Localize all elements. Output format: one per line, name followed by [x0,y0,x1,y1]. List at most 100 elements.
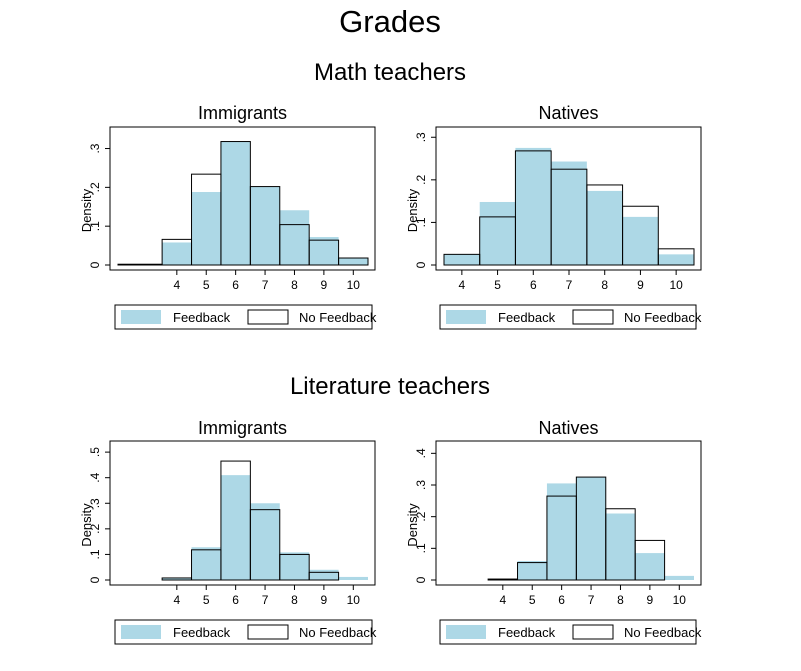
bar-feedback [515,147,552,265]
plot-border [109,126,376,271]
bar-feedback [309,237,339,265]
x-tick-label: 8 [601,278,608,292]
bar-feedback [191,192,221,265]
y-tick-label: .4 [414,448,428,458]
legend: Feedback No Feedback [114,619,377,645]
legend-label-no-feedback: No Feedback [299,310,377,325]
y-tick-label: 0 [414,261,428,268]
x-tick-label: 10 [673,593,687,607]
x-tick-label: 9 [637,278,644,292]
y-tick-label: .4 [88,472,102,482]
x-tick-label: 4 [173,278,180,292]
legend-label-feedback: Feedback [173,625,231,640]
panel-literature-natives: Natives 4 5 6 7 8 9 10 0 .1 .2 .3 .4 Density Feedback N… [405,418,702,645]
legend-swatch-feedback [446,625,486,639]
legend-label-no-feedback: No Feedback [624,625,702,640]
bar-feedback [309,569,339,580]
y-tick-label: .1 [88,221,102,231]
section-title-math: Math teachers [314,59,466,86]
y-tick-label: .5 [88,447,102,457]
bar-feedback [444,254,480,265]
x-tick-label: 6 [530,278,537,292]
bar-feedback [338,576,368,580]
legend-swatch-no-feedback [247,309,289,325]
legend-swatch-no-feedback [572,309,614,325]
panel-math-natives: Natives 4 5 6 7 8 9 10 0 .1 .2 .3 Density Feedback No … [405,103,702,330]
bar-feedback [586,190,623,265]
x-tick-label: 7 [588,593,595,607]
bar-feedback [658,254,694,265]
plot-border [435,440,702,586]
bar-feedback [605,513,636,580]
x-tick-label: 8 [291,593,298,607]
y-tick-label: .2 [88,524,102,534]
x-tick-label: 5 [529,593,536,607]
y-tick-label: .2 [414,511,428,521]
y-axis-label: Density [405,503,420,547]
legend-label-feedback: Feedback [498,625,556,640]
x-tick-label: 8 [291,278,298,292]
figure-title: Grades [339,4,441,39]
x-tick-label: 10 [347,278,361,292]
plot-border [109,440,376,586]
y-tick-label: .3 [88,498,102,508]
legend-swatch-feedback [121,625,161,639]
panel-title: Immigrants [198,103,287,123]
bar-no-feedback [117,263,163,266]
y-tick-label: .1 [88,549,102,559]
bar-feedback [546,483,577,580]
bar-feedback [338,258,368,265]
bar-feedback [191,547,221,580]
x-tick-label: 5 [203,278,210,292]
legend: Feedback No Feedback [439,304,702,330]
panel-literature-immigrants: Immigrants 4 5 6 7 8 9 10 0 .1 .2 .3 .4 .5 Density Feed… [79,418,377,645]
x-tick-label: 7 [262,593,269,607]
bar-no-feedback [249,509,281,581]
legend-label-feedback: Feedback [498,310,556,325]
x-tick-label: 9 [647,593,654,607]
y-tick-label: .3 [414,480,428,490]
legend-swatch-no-feedback [572,624,614,640]
bar-feedback [576,477,606,580]
panel-title: Natives [538,103,598,123]
x-tick-label: 6 [232,278,239,292]
bar-feedback [220,141,251,265]
bar-no-feedback [622,205,659,266]
bar-feedback [162,577,192,580]
bar-feedback [517,561,547,580]
bar-feedback [250,186,280,265]
x-tick-label: 6 [232,593,239,607]
x-tick-label: 4 [459,278,466,292]
bar-feedback [635,553,665,580]
bar-feedback [279,552,310,580]
legend-swatch-feedback [121,310,161,324]
y-tick-label: .1 [414,217,428,227]
bar-feedback [479,201,516,265]
x-tick-label: 8 [617,593,624,607]
x-tick-label: 10 [669,278,683,292]
x-tick-label: 7 [262,278,269,292]
x-tick-label: 7 [566,278,573,292]
y-tick-label: .3 [414,132,428,142]
bar-feedback [622,216,659,265]
y-tick-label: .1 [414,543,428,553]
x-tick-label: 5 [494,278,501,292]
bar-no-feedback [657,248,695,266]
x-tick-label: 5 [203,593,210,607]
x-tick-label: 10 [347,593,361,607]
y-tick-label: 0 [414,576,428,583]
y-axis-label: Density [79,503,94,547]
bar-no-feedback [487,578,519,581]
x-tick-label: 4 [499,593,506,607]
legend-label-feedback: Feedback [173,310,231,325]
panel-math-immigrants: Immigrants 4 5 6 7 8 9 10 0 .1 .2 .3 Density Feedback… [79,103,377,330]
section-title-literature: Literature teachers [290,373,490,400]
bar-feedback [162,242,192,265]
y-axis-label: Density [405,188,420,232]
y-tick-label: 0 [88,576,102,583]
y-tick-label: .3 [88,143,102,153]
legend: Feedback No Feedback [114,304,377,330]
y-tick-label: .2 [414,175,428,185]
bar-feedback [279,210,310,265]
